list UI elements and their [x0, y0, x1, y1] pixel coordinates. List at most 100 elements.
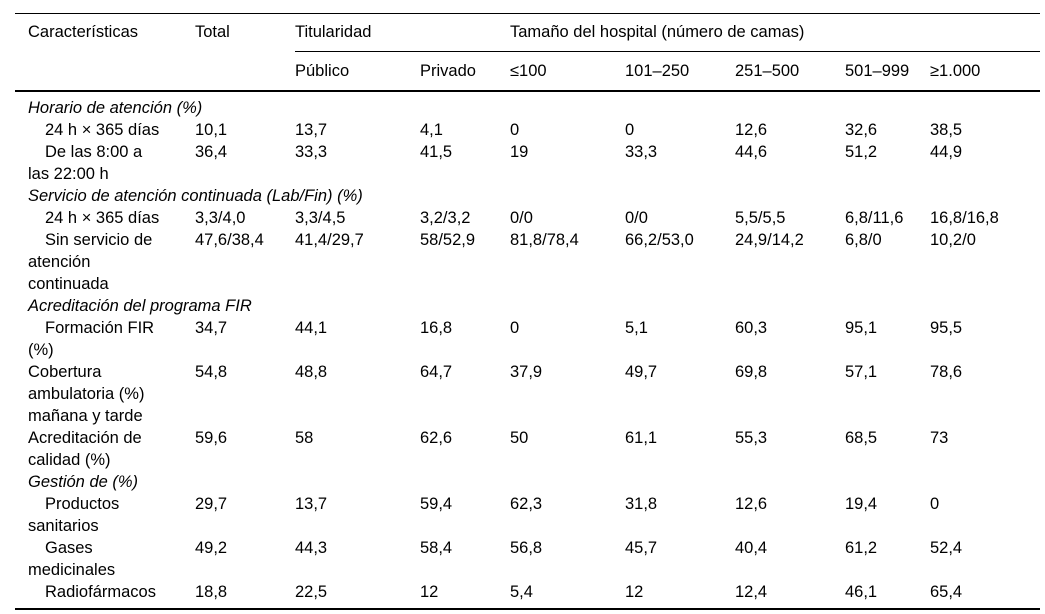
- cell-value: 10,2/0: [930, 231, 976, 249]
- cell-value: 13,7: [295, 121, 328, 139]
- table-body: Horario de atención (%) 24 h × 365 días 10…: [15, 91, 1040, 609]
- cell-value: 61,1: [625, 429, 658, 447]
- cell-value: 40,4: [735, 539, 768, 557]
- hospital-characteristics-table: Características Total Titularidad Tamaño…: [15, 13, 1041, 610]
- row-label: Productos sanitarios: [28, 495, 120, 535]
- col-header-total: Total: [195, 13, 295, 92]
- table-row: De las 8:00 a las 22:00 h 36,4 33,3 41,5 19 3…: [15, 141, 1040, 185]
- col-header-privado: Privado: [420, 51, 510, 92]
- table-row: Cobertura ambulatoria (%) mañana y tarde…: [15, 361, 1040, 427]
- cell-value: 68,5: [845, 429, 878, 447]
- cell-value: 62,3: [510, 495, 543, 513]
- group-header-tamano-hospital: Tamaño del hospital (número de camas): [510, 13, 1041, 52]
- cell-value: 3,2/3,2: [420, 209, 471, 227]
- cell-value: 41,5: [420, 143, 453, 161]
- cell-value: 4,1: [420, 121, 443, 139]
- cell-value: 81,8/78,4: [510, 231, 579, 249]
- table-row: 24 h × 365 días 3,3/4,0 3,3/4,5 3,2/3,2 0/0 0…: [15, 207, 1040, 229]
- cell-value: 61,2: [845, 539, 878, 557]
- cell-value: 5,4: [510, 583, 533, 601]
- cell-value: 52,4: [930, 539, 963, 557]
- table-row: Productos sanitarios 29,7 13,7 59,4 62,3 31,8…: [15, 493, 1040, 537]
- cell-value: 12,6: [735, 121, 768, 139]
- row-label: 24 h × 365 días: [45, 121, 160, 139]
- col-header-251-500: 251–500: [735, 51, 845, 92]
- cell-value: 0: [510, 121, 520, 139]
- cell-value: 24,9/14,2: [735, 231, 804, 249]
- cell-value: 0: [510, 319, 520, 337]
- table-row: Gases medicinales 49,2 44,3 58,4 56,8 45,7 40,…: [15, 537, 1040, 581]
- cell-value: 19,4: [845, 495, 878, 513]
- cell-value: 50: [510, 429, 529, 447]
- cell-value: 19: [510, 143, 529, 161]
- cell-value: 59,6: [195, 429, 228, 447]
- table-row: Radiofármacos 18,8 22,5 12 5,4 12 12,4 46,1 65,4: [15, 581, 1040, 609]
- cell-value: 33,3: [625, 143, 658, 161]
- cell-value: 59,4: [420, 495, 453, 513]
- cell-value: 46,1: [845, 583, 878, 601]
- cell-value: 49,2: [195, 539, 228, 557]
- table-row: Formación FIR (%) 34,7 44,1 16,8 0 5,1 60,3 95,…: [15, 317, 1040, 361]
- col-header-lte-100: ≤100: [510, 51, 625, 92]
- cell-value: 12: [625, 583, 644, 601]
- section-row: Horario de atención (%): [15, 91, 1040, 119]
- col-header-101-250: 101–250: [625, 51, 735, 92]
- table-row: Acreditación de calidad (%) 59,6 58 62,6 50 6…: [15, 427, 1040, 471]
- cell-value: 66,2/53,0: [625, 231, 694, 249]
- cell-value: 3,3/4,0: [195, 209, 246, 227]
- cell-value: 47,6/38,4: [195, 231, 264, 249]
- cell-value: 95,5: [930, 319, 963, 337]
- row-label: De las 8:00 a las 22:00 h: [28, 143, 143, 183]
- col-header-501-999: 501–999: [845, 51, 930, 92]
- cell-value: 44,3: [295, 539, 328, 557]
- cell-value: 18,8: [195, 583, 228, 601]
- cell-value: 22,5: [295, 583, 328, 601]
- row-label: Acreditación de calidad (%): [28, 429, 142, 469]
- cell-value: 0/0: [625, 209, 648, 227]
- col-header-gte-1000: ≥1.000: [930, 51, 1041, 92]
- cell-value: 95,1: [845, 319, 878, 337]
- cell-value: 5,1: [625, 319, 648, 337]
- cell-value: 44,1: [295, 319, 328, 337]
- cell-value: 58/52,9: [420, 231, 476, 249]
- table-header: Características Total Titularidad Tamaño…: [15, 13, 1041, 92]
- cell-value: 12: [420, 583, 439, 601]
- cell-value: 62,6: [420, 429, 453, 447]
- section-label: Gestión de (%): [28, 473, 139, 491]
- row-label: Radiofármacos: [45, 583, 156, 601]
- cell-value: 58: [295, 429, 314, 447]
- col-header-publico: Público: [295, 51, 420, 92]
- cell-value: 56,8: [510, 539, 543, 557]
- table-row: 24 h × 365 días 10,1 13,7 4,1 0 0 12,6 32,6 38,5: [15, 119, 1040, 141]
- cell-value: 36,4: [195, 143, 228, 161]
- cell-value: 13,7: [295, 495, 328, 513]
- cell-value: 34,7: [195, 319, 228, 337]
- section-row: Acreditación del programa FIR: [15, 295, 1040, 317]
- cell-value: 69,8: [735, 363, 768, 381]
- cell-value: 48,8: [295, 363, 328, 381]
- table-row: Sin servicio de atención continuada 47,6/…: [15, 229, 1040, 295]
- cell-value: 45,7: [625, 539, 658, 557]
- row-label: 24 h × 365 días: [45, 209, 160, 227]
- cell-value: 57,1: [845, 363, 878, 381]
- cell-value: 0: [930, 495, 940, 513]
- row-label: Formación FIR (%): [28, 319, 155, 359]
- col-header-caracteristicas: Características: [15, 13, 195, 92]
- cell-value: 51,2: [845, 143, 878, 161]
- row-label: Cobertura ambulatoria (%) mañana y tarde: [28, 363, 145, 425]
- row-label: Gases medicinales: [28, 539, 116, 579]
- header-row-groups: Características Total Titularidad Tamaño…: [15, 13, 1041, 92]
- section-label: Servicio de atención continuada (Lab/Fin…: [28, 187, 363, 205]
- section-row: Servicio de atención continuada (Lab/Fin…: [15, 185, 1040, 207]
- row-label: Sin servicio de atención continuada: [28, 231, 153, 293]
- cell-value: 6,8/11,6: [845, 209, 904, 227]
- group-header-titularidad: Titularidad: [295, 13, 510, 52]
- cell-value: 12,4: [735, 583, 768, 601]
- cell-value: 41,4/29,7: [295, 231, 364, 249]
- cell-value: 0/0: [510, 209, 533, 227]
- header-row-subcolumns: Público Privado ≤100 101–250 251–500 501…: [15, 51, 1041, 92]
- cell-value: 73: [930, 429, 949, 447]
- cell-value: 38,5: [930, 121, 963, 139]
- cell-value: 31,8: [625, 495, 658, 513]
